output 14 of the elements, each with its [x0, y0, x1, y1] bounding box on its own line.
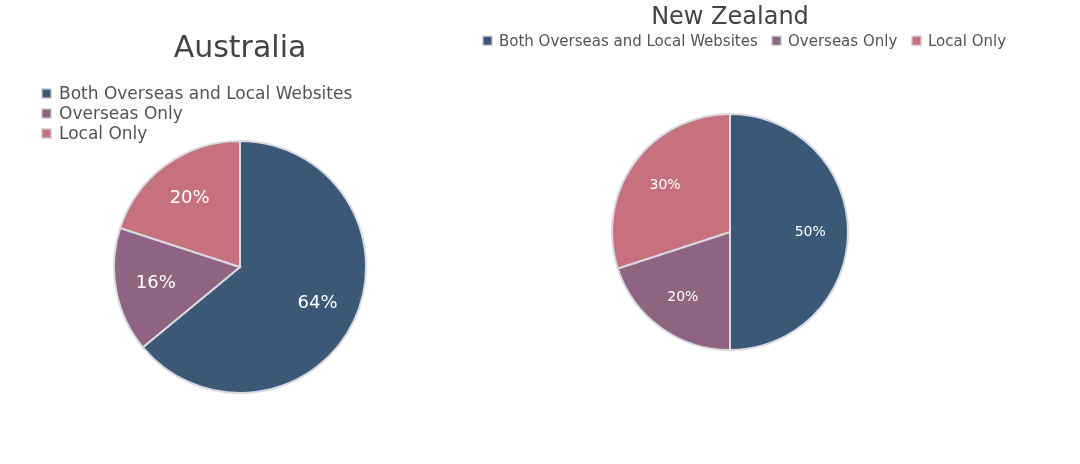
legend-label: Both Overseas and Local Websites — [59, 82, 353, 103]
data-label: 20% — [667, 287, 699, 304]
legend-label: Local Only — [928, 31, 1007, 50]
data-label: 20% — [169, 185, 210, 207]
data-label: 16% — [135, 271, 176, 293]
data-label: 64% — [297, 291, 338, 313]
data-label: 30% — [649, 175, 681, 192]
chart-title: Australia — [173, 29, 307, 64]
chart-title: New Zealand — [651, 2, 809, 30]
legend-label: Both Overseas and Local Websites — [499, 31, 758, 50]
data-label: 50% — [794, 223, 826, 239]
legend-label: Overseas Only — [788, 31, 898, 50]
legend-label: Local Only — [59, 122, 148, 143]
legend-label: Overseas Only — [59, 102, 183, 123]
